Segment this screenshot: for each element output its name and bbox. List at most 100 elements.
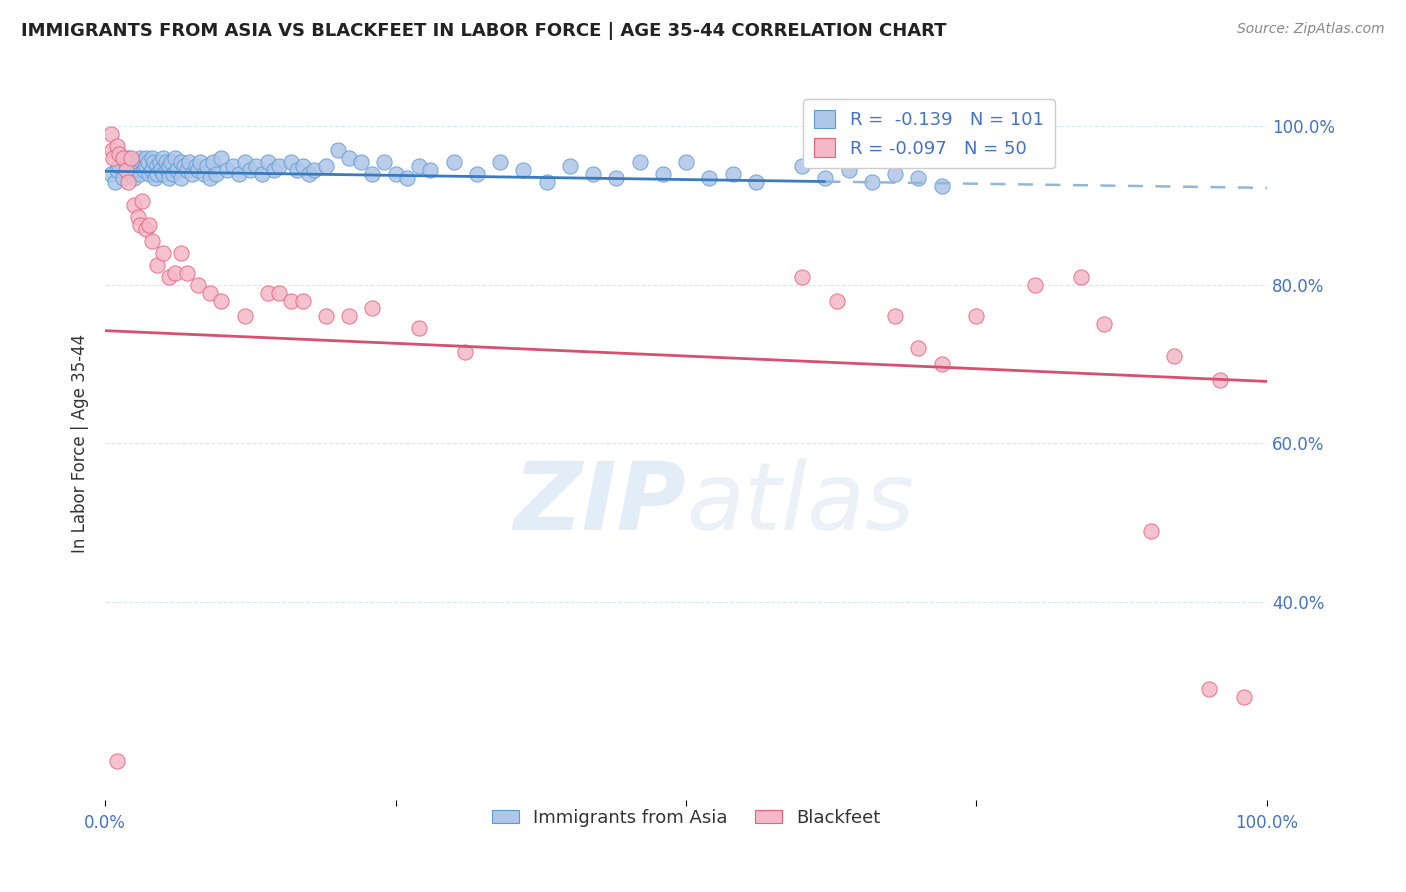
Point <box>117 162 139 177</box>
Point <box>135 222 157 236</box>
Point <box>373 154 395 169</box>
Point <box>838 162 860 177</box>
Point <box>257 285 280 300</box>
Point <box>108 146 131 161</box>
Point <box>190 154 212 169</box>
Point <box>108 159 131 173</box>
Point <box>315 159 337 173</box>
Point <box>931 178 953 193</box>
Point <box>651 167 673 181</box>
Point <box>187 162 209 177</box>
Point <box>170 154 193 169</box>
Point <box>1070 269 1092 284</box>
Point <box>675 154 697 169</box>
Point <box>285 162 308 177</box>
Point <box>250 167 273 181</box>
Point <box>198 285 221 300</box>
Point <box>884 310 907 324</box>
Point <box>177 154 200 169</box>
Point <box>222 159 245 173</box>
Point <box>101 143 124 157</box>
Point <box>697 170 720 185</box>
Point <box>141 162 163 177</box>
Legend: Immigrants from Asia, Blackfeet: Immigrants from Asia, Blackfeet <box>485 802 887 834</box>
Point <box>204 167 226 181</box>
Point <box>103 151 125 165</box>
Point <box>152 246 174 260</box>
Point <box>245 159 267 173</box>
Point <box>350 154 373 169</box>
Point <box>122 170 145 185</box>
Point <box>337 151 360 165</box>
Point <box>138 167 160 181</box>
Point <box>825 293 848 308</box>
Point <box>1092 318 1115 332</box>
Point <box>187 277 209 292</box>
Point <box>163 151 186 165</box>
Point <box>721 167 744 181</box>
Point <box>814 170 837 185</box>
Point <box>907 170 929 185</box>
Point <box>536 175 558 189</box>
Point <box>582 167 605 181</box>
Point <box>176 162 198 177</box>
Point <box>198 170 221 185</box>
Point <box>173 159 195 173</box>
Point <box>1233 690 1256 705</box>
Point <box>291 159 314 173</box>
Point <box>233 310 256 324</box>
Point <box>280 293 302 308</box>
Point <box>209 151 232 165</box>
Point <box>304 162 326 177</box>
Point <box>884 167 907 181</box>
Point <box>184 159 207 173</box>
Point <box>146 167 169 181</box>
Point <box>860 175 883 189</box>
Point <box>157 170 180 185</box>
Point <box>105 162 128 177</box>
Point <box>117 151 139 165</box>
Point <box>361 167 384 181</box>
Point <box>280 154 302 169</box>
Point <box>337 310 360 324</box>
Point <box>160 154 183 169</box>
Point <box>605 170 627 185</box>
Point <box>408 321 430 335</box>
Point <box>129 218 152 232</box>
Point <box>454 345 477 359</box>
Point <box>269 159 291 173</box>
Point <box>181 167 204 181</box>
Point <box>122 198 145 212</box>
Point <box>138 218 160 232</box>
Point <box>1198 682 1220 697</box>
Point <box>263 162 285 177</box>
Point <box>193 167 215 181</box>
Point <box>269 285 291 300</box>
Point <box>628 154 651 169</box>
Point <box>792 159 814 173</box>
Y-axis label: In Labor Force | Age 35-44: In Labor Force | Age 35-44 <box>72 334 89 553</box>
Text: ZIP: ZIP <box>513 458 686 550</box>
Point <box>156 162 179 177</box>
Point <box>117 175 139 189</box>
Point <box>115 162 138 177</box>
Point <box>176 266 198 280</box>
Point <box>1139 524 1161 538</box>
Point <box>132 162 155 177</box>
Point <box>217 162 239 177</box>
Point <box>361 301 384 316</box>
Point <box>127 159 149 173</box>
Point <box>297 167 319 181</box>
Point <box>122 154 145 169</box>
Point <box>127 162 149 177</box>
Point <box>129 167 152 181</box>
Point <box>197 159 219 173</box>
Point <box>111 151 134 165</box>
Point <box>100 167 122 181</box>
Point <box>163 266 186 280</box>
Point <box>512 162 534 177</box>
Point <box>465 167 488 181</box>
Point <box>792 269 814 284</box>
Point <box>143 170 166 185</box>
Point <box>152 151 174 165</box>
